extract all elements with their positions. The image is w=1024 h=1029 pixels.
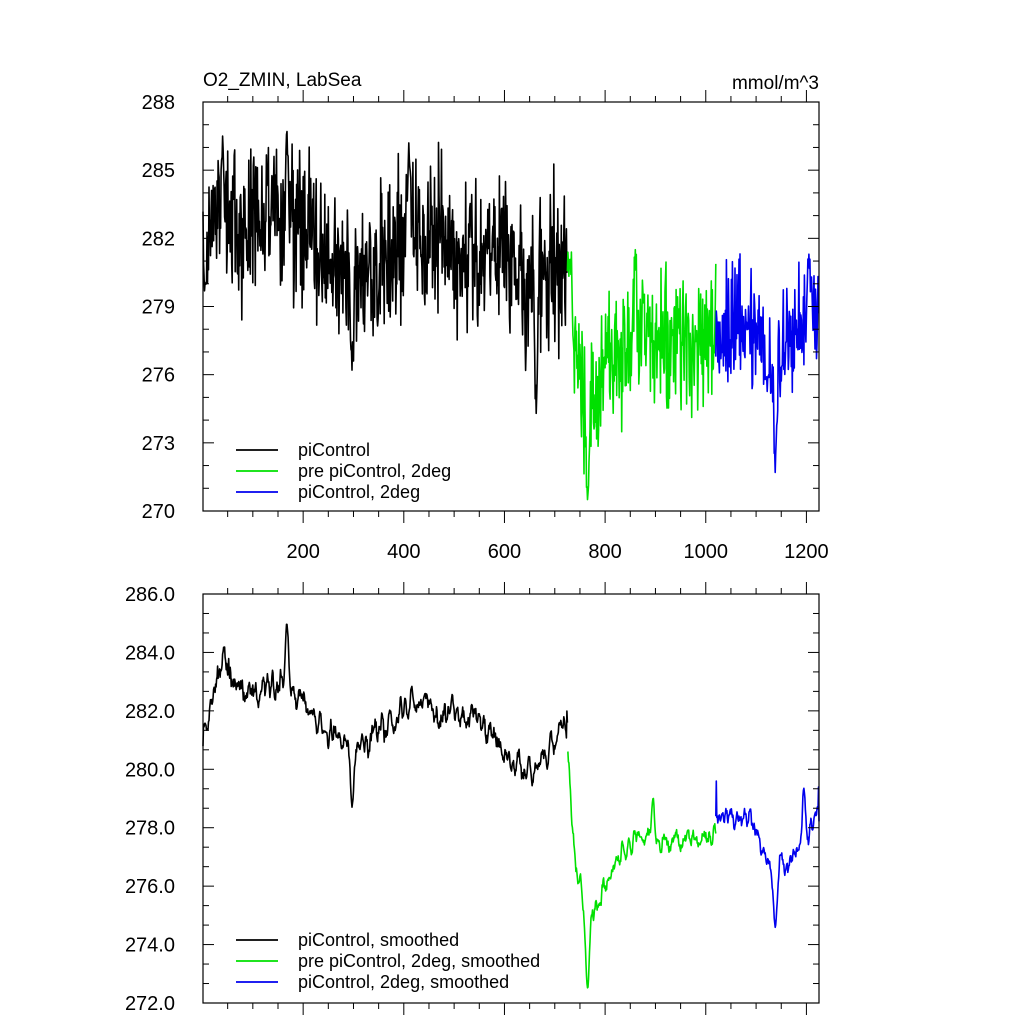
chart-title: O2_ZMIN, LabSea	[203, 70, 362, 91]
y-tick-label: 279	[142, 297, 175, 319]
y-tick-label: 276.0	[125, 876, 175, 898]
series-line-picontrol-2deg	[715, 253, 820, 474]
series-line-picontrol-smoothed	[202, 623, 569, 809]
bottom-panel: 272.0 274.0 276.0 278.0 280.0 282.0 284.0 286.0…	[125, 582, 820, 1015]
y-tick-label: 282	[142, 228, 175, 250]
y-tick-label: 273	[142, 433, 175, 455]
y-tick-label: 288	[142, 92, 175, 114]
plot-frame	[202, 593, 820, 1004]
y-tick-label: 286.0	[125, 584, 175, 606]
series-line-pre-picontrol-2deg	[566, 248, 717, 501]
top-panel: 270 273 276 279 282 285 288 200 400 600 800 1000 120…	[142, 70, 829, 563]
series-line-pre-picontrol-2deg-smoothed	[566, 751, 717, 989]
y-tick-label: 282.0	[125, 701, 175, 723]
x-tick-label: 1200	[784, 541, 829, 563]
legend-label: piControl, 2deg, smoothed	[298, 972, 509, 992]
legend-label: pre piControl, 2deg, smoothed	[298, 951, 540, 971]
x-tick-label: 400	[387, 541, 420, 563]
x-tick-label: 1000	[684, 541, 729, 563]
y-tick-label: 274.0	[125, 935, 175, 957]
y-tick-label: 270	[142, 501, 175, 523]
series-line-picontrol	[202, 130, 569, 415]
legend-label: piControl, smoothed	[298, 930, 459, 950]
y-tick-label: 276	[142, 365, 175, 387]
legend-label: piControl	[298, 440, 370, 460]
series-line-picontrol-2deg-smoothed	[715, 780, 820, 929]
legend-label: pre piControl, 2deg	[298, 461, 451, 481]
units-label: mmol/m^3	[732, 73, 819, 94]
y-tick-label: 272.0	[125, 993, 175, 1015]
x-tick-label: 200	[286, 541, 319, 563]
y-tick-label: 278.0	[125, 818, 175, 840]
x-tick-label: 800	[588, 541, 621, 563]
y-tick-label: 284.0	[125, 642, 175, 664]
x-tick-label: 600	[488, 541, 521, 563]
y-tick-label: 285	[142, 160, 175, 182]
legend-label: piControl, 2deg	[298, 482, 420, 502]
y-tick-label: 280.0	[125, 759, 175, 781]
